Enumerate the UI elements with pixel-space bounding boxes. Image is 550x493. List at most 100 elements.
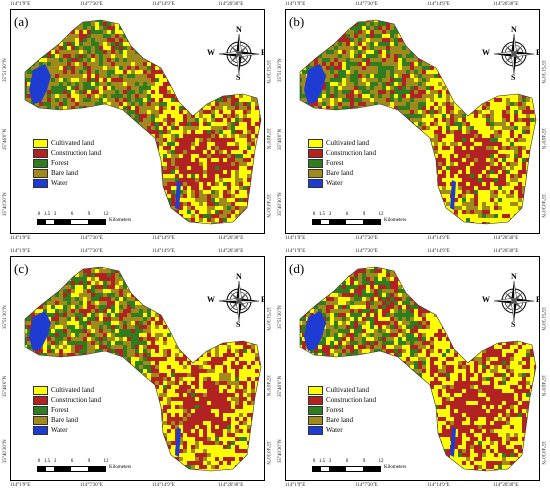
latitude-tick-label: 35°51'30"N <box>540 60 545 84</box>
legend-item: Water <box>33 425 101 435</box>
legend-label: Construction land <box>326 149 376 157</box>
compass-w-label: W <box>482 295 490 304</box>
compass-n-label: N <box>511 25 517 34</box>
scale-number: 3 <box>53 459 57 464</box>
latitude-tick-label: 35°46'0"N <box>278 375 283 397</box>
latitude-tick-label: 35°46'0"N <box>540 128 545 150</box>
legend-label: Water <box>326 179 343 187</box>
legend-swatch <box>33 405 48 415</box>
legend: Cultivated land Construction land Forest Ba… <box>308 385 376 435</box>
longitude-tick-label: 114°20'30"E <box>493 2 519 7</box>
legend-item: Construction land <box>308 395 376 405</box>
legend-label: Forest <box>51 159 69 167</box>
water-body <box>175 427 181 457</box>
compass-rose-icon <box>218 280 260 322</box>
scale-number: 0 <box>312 212 316 217</box>
legend-label: Construction land <box>51 396 101 404</box>
land-use-map <box>299 19 537 225</box>
scale-unit: Kilometers <box>384 465 407 470</box>
scale-number: 1.5 <box>318 459 326 464</box>
water-body <box>175 180 181 210</box>
map-panel: 114°1'9"E 114°7'30"E 114°14'9"E 114°20'30"E… <box>0 247 275 493</box>
latitude-tick-label: 35°46'0"N <box>3 375 8 397</box>
scale-number: 12 <box>103 212 109 217</box>
longitude-tick-label: 114°20'30"E <box>218 2 244 7</box>
compass-w-label: W <box>207 295 215 304</box>
map-panel: 114°1'9"E 114°7'30"E 114°14'9"E 114°20'30"E… <box>275 0 550 246</box>
land-use-map <box>24 19 262 225</box>
latitude-tick-label: 35°51'30"N <box>265 60 270 84</box>
legend-item: Bare land <box>33 415 101 425</box>
latitude-tick-label: 35°40'30"N <box>265 441 270 465</box>
longitude-tick-label: 114°1'9"E <box>285 483 306 488</box>
scale-number: 1.5 <box>43 459 51 464</box>
panel-label: (a) <box>14 14 29 29</box>
longitude-tick-label: 114°20'30"E <box>218 483 244 488</box>
latitude-tick-label: 35°46'0"N <box>3 128 8 150</box>
longitude-tick-label: 114°20'30"E <box>218 236 244 241</box>
compass-icon: N S E W <box>482 272 539 329</box>
legend-swatch <box>33 148 48 158</box>
latitude-tick-label: 35°51'30"N <box>3 58 8 82</box>
water-body <box>450 427 456 457</box>
map-panel: 114°1'9"E 114°7'30"E 114°14'9"E 114°20'30"E… <box>275 247 550 493</box>
compass-n-label: N <box>511 272 517 281</box>
legend-item: Forest <box>308 158 376 168</box>
scale-bar: 0 1.5 3 6 9 12 Kilometers <box>37 459 197 477</box>
longitude-tick-label: 114°14'9"E <box>152 249 175 254</box>
scale-bar: 0 1.5 3 6 9 12 Kilometers <box>37 212 197 230</box>
legend-label: Water <box>326 426 343 434</box>
scale-number: 12 <box>103 459 109 464</box>
legend-label: Water <box>51 426 68 434</box>
legend-swatch <box>33 138 48 148</box>
longitude-tick-label: 114°1'9"E <box>285 2 306 7</box>
water-body <box>29 64 51 104</box>
water-body <box>450 180 456 210</box>
scale-number: 6 <box>70 459 74 464</box>
latitude-tick-label: 35°40'30"N <box>265 194 270 218</box>
legend-swatch <box>33 415 48 425</box>
longitude-tick-label: 114°14'9"E <box>427 236 450 241</box>
legend-item: Construction land <box>33 148 101 158</box>
scale-unit: Kilometers <box>109 465 132 470</box>
legend-swatch <box>33 178 48 188</box>
study-area-boundary <box>24 19 262 225</box>
compass-rose-icon <box>218 33 260 75</box>
scale-number: 9 <box>87 459 91 464</box>
compass-s-label: S <box>236 73 241 82</box>
panel-label: (b) <box>289 14 305 29</box>
longitude-tick-label: 114°14'9"E <box>427 483 450 488</box>
legend-swatch <box>308 178 323 188</box>
scale-bar-segments <box>37 219 106 225</box>
legend-swatch <box>308 395 323 405</box>
legend-swatch <box>308 158 323 168</box>
legend-item: Forest <box>33 158 101 168</box>
legend-swatch <box>308 415 323 425</box>
scale-number: 0 <box>37 212 41 217</box>
scale-bar: 0 1.5 3 6 9 12 Kilometers <box>312 459 472 477</box>
latitude-tick-label: 35°46'0"N <box>540 375 545 397</box>
longitude-tick-label: 114°20'30"E <box>218 249 244 254</box>
longitude-tick-label: 114°1'9"E <box>10 249 31 254</box>
compass-rose-icon <box>493 33 535 75</box>
water-body <box>304 311 326 351</box>
longitude-tick-label: 114°7'30"E <box>80 2 103 7</box>
latitude-tick-label: 35°46'0"N <box>278 128 283 150</box>
compass-icon: N S E W <box>207 25 264 82</box>
legend-swatch <box>308 425 323 435</box>
legend-swatch <box>308 168 323 178</box>
scale-number: 0 <box>312 459 316 464</box>
study-area-boundary <box>24 266 262 472</box>
longitude-tick-label: 114°14'9"E <box>427 249 450 254</box>
latitude-tick-label: 35°40'30"N <box>278 439 283 463</box>
legend-label: Water <box>51 179 68 187</box>
water-body <box>29 311 51 351</box>
legend-swatch <box>308 385 323 395</box>
study-area-boundary <box>299 266 537 472</box>
map-panel: 114°1'9"E 114°7'30"E 114°14'9"E 114°20'30"E… <box>0 0 275 246</box>
compass-e-label: E <box>261 295 264 304</box>
legend-swatch <box>33 395 48 405</box>
longitude-tick-label: 114°14'9"E <box>427 2 450 7</box>
compass-n-label: N <box>236 272 242 281</box>
latitude-tick-label: 35°40'30"N <box>540 194 545 218</box>
